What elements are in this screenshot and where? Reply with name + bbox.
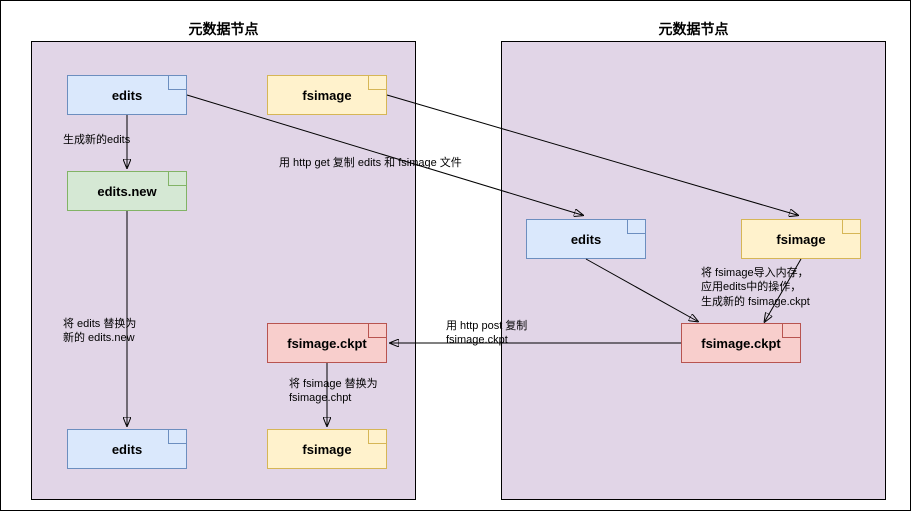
edge-label-l6: 将 fsimage 替换为 fsimage.chpt [289, 377, 378, 406]
node-label: edits [112, 442, 142, 457]
node-edits-2: edits [526, 219, 646, 259]
node-label: edits [571, 232, 601, 247]
edge-label-l3: 将 fsimage导入内存， 应用edits中的操作， 生成新的 fsimage… [701, 266, 810, 309]
edge-label-l5: 将 edits 替换为 新的 edits.new [63, 317, 136, 346]
node-ckpt-right: fsimage.ckpt [681, 323, 801, 363]
node-edits-1: edits [67, 75, 187, 115]
node-label: edits.new [97, 184, 156, 199]
edge-label-l1: 生成新的edits [63, 133, 130, 147]
node-label: edits [112, 88, 142, 103]
edge-label-l4: 用 http post 复制 fsimage.ckpt [446, 319, 527, 348]
edge-label-l2: 用 http get 复制 edits 和 fsimage 文件 [279, 156, 462, 170]
node-label: fsimage [302, 442, 351, 457]
node-edits-new: edits.new [67, 171, 187, 211]
panel-right-title: 元数据节点 [501, 19, 886, 39]
node-fsimage-2: fsimage [741, 219, 861, 259]
node-fsimage-1: fsimage [267, 75, 387, 115]
diagram-canvas: 元数据节点 元数据节点 edits fsimage edits.new edit… [0, 0, 911, 511]
node-label: fsimage.ckpt [701, 336, 780, 351]
node-fsimage-3: fsimage [267, 429, 387, 469]
node-ckpt-left: fsimage.ckpt [267, 323, 387, 363]
node-edits-3: edits [67, 429, 187, 469]
panel-right [501, 41, 886, 500]
node-label: fsimage [776, 232, 825, 247]
node-label: fsimage [302, 88, 351, 103]
panel-left-title: 元数据节点 [31, 19, 416, 39]
node-label: fsimage.ckpt [287, 336, 366, 351]
